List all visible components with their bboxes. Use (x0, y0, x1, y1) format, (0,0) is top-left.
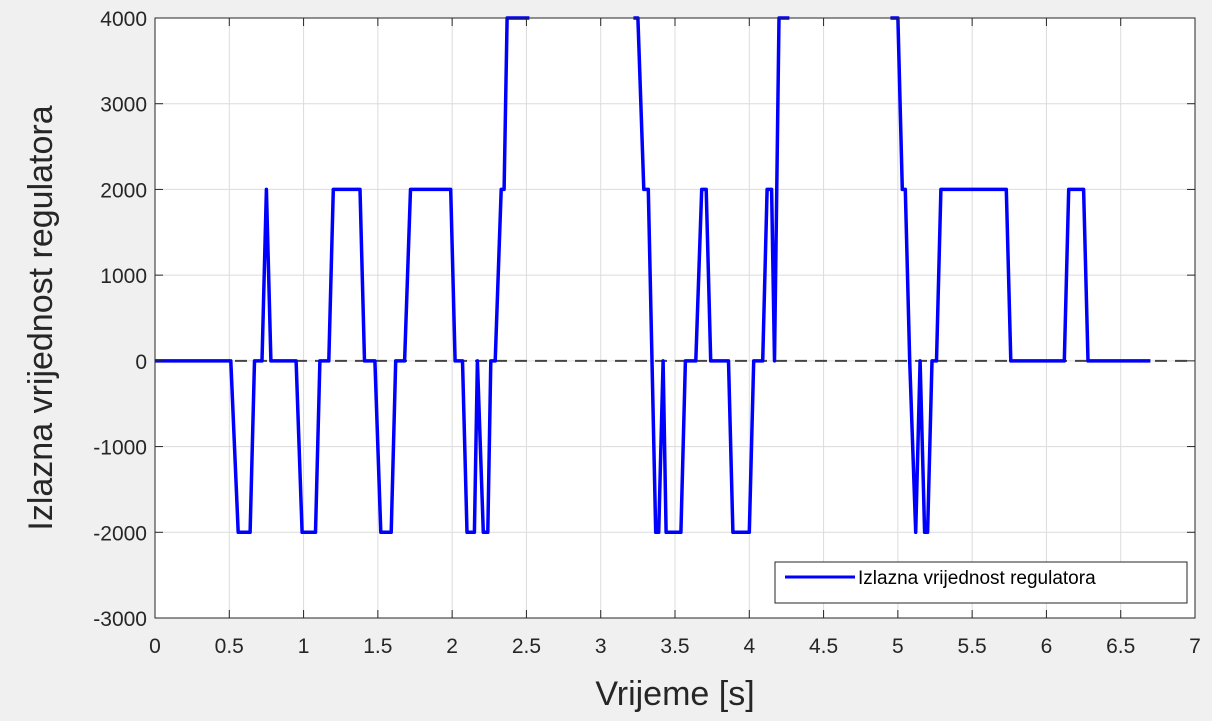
x-tick-label: 2.5 (512, 635, 541, 658)
legend: Izlazna vrijednost regulatora (774, 561, 1188, 604)
x-tick-label: 5 (892, 635, 904, 658)
x-tick-label: 1.5 (363, 635, 392, 658)
x-tick-label: 0.5 (215, 635, 244, 658)
y-tick-label: 1000 (100, 265, 147, 288)
y-tick-label: 0 (135, 351, 147, 374)
legend-box (774, 561, 1188, 604)
x-tick-label: 6.5 (1106, 635, 1135, 658)
x-axis-label: Vrijeme [s] (595, 675, 754, 713)
x-tick-label: 5.5 (958, 635, 987, 658)
y-axis-label: Izlazna vrijednost regulatora (22, 105, 60, 530)
y-tick-label: 3000 (100, 94, 147, 117)
x-tick-label: 3.5 (660, 635, 689, 658)
series-line-segment (155, 16, 530, 535)
y-tick-label: -3000 (93, 608, 147, 631)
y-tick-label: 4000 (100, 8, 147, 31)
series-line-segment (890, 16, 1151, 535)
x-tick-label: 0 (149, 635, 161, 658)
x-tick-label: 3 (595, 635, 607, 658)
y-tick-label: -2000 (93, 522, 147, 545)
x-tick-label: 2 (446, 635, 458, 658)
x-tick-label: 4.5 (809, 635, 838, 658)
x-tick-label: 6 (1041, 635, 1053, 658)
y-tick-labels: -3000 -2000 -1000 0 1000 2000 3000 4000 (93, 8, 1195, 631)
y-tick-label: -1000 (93, 437, 147, 460)
y-tick-label: 2000 (100, 179, 147, 202)
series-line-segment (633, 16, 790, 535)
legend-label: Izlazna vrijednost regulatora (858, 568, 1096, 589)
series-lines (155, 16, 1151, 535)
x-tick-label: 4 (743, 635, 755, 658)
x-tick-labels: 0 0.5 1 1.5 2 2.5 3 3.5 4 4.5 5 5.5 6 6.5 7 (149, 18, 1201, 658)
x-tick-label: 7 (1189, 635, 1201, 658)
x-tick-label: 1 (298, 635, 310, 658)
